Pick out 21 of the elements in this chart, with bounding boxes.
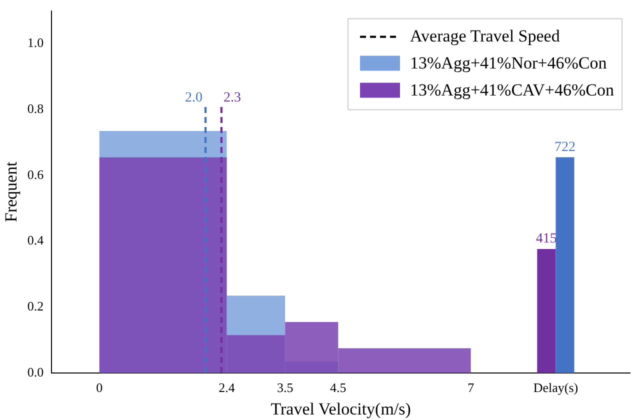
y-tick-label: 1.0 [27, 35, 44, 50]
x-tick-label: Delay(s) [533, 380, 578, 396]
legend-label: 13%Agg+41%CAV+46%Con [410, 80, 614, 100]
x-tick-label: 0 [96, 380, 103, 396]
data-label: 722 [554, 140, 576, 155]
x-tick-label: 7 [468, 380, 475, 396]
y-tick-label: 0.8 [27, 101, 44, 116]
ref-line-label: 2.0 [185, 90, 203, 106]
y-tick-label: 0.0 [27, 364, 44, 380]
annotation: Average Travel Speed [410, 26, 560, 46]
y-tick-label: 0.2 [27, 298, 44, 314]
y-tick-label: 0.6 [27, 166, 44, 182]
legend-label: 13%Agg+41%Nor+46%Con [410, 53, 608, 72]
x-tick-label: 4.5 [330, 380, 346, 396]
x-axis-title: Travel Velocity(m/s) [270, 399, 411, 418]
ref-line-label: 2.3 [223, 90, 241, 106]
x-tick-label: 2.4 [218, 380, 236, 396]
x-tick-label: 3.5 [276, 380, 294, 396]
data-label: 415 [536, 232, 557, 247]
y-axis-title: Frequent [2, 161, 21, 222]
y-tick-label: 0.4 [27, 232, 44, 248]
